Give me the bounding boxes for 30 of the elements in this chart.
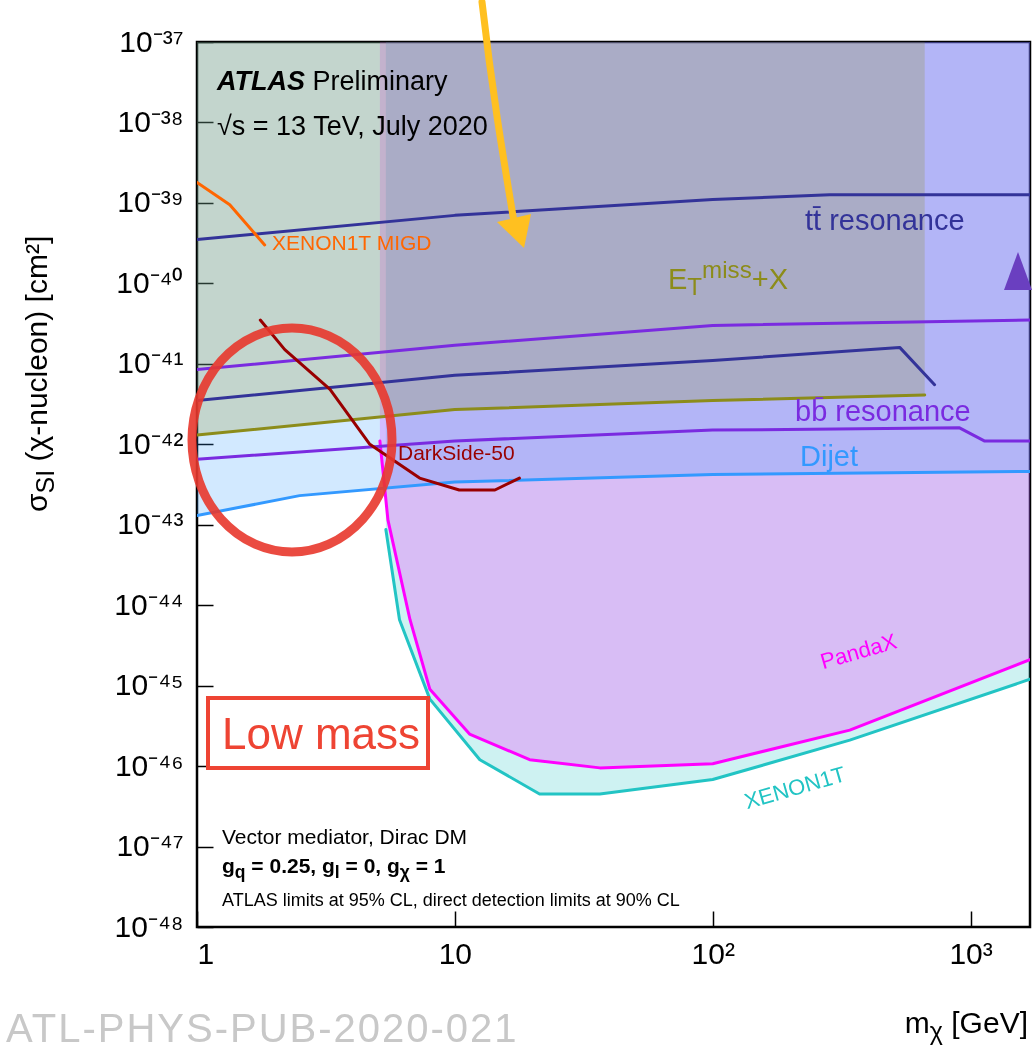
y-tick-label: 10⁻⁴¹ [117, 346, 184, 380]
series-label: XENON1T MIGD [272, 231, 432, 254]
series-label: Dijet [800, 440, 859, 472]
y-tick-label: 10⁻³⁸ [117, 104, 184, 138]
x-tick-label: 1 [197, 936, 215, 970]
text: E$_{T}$$^{miss}$+X [668, 256, 789, 301]
series-label: tt̄ resonance [805, 204, 965, 236]
y-tick-label: 10⁻⁴² [117, 426, 184, 460]
annotation: √s = 13 TeV, July 2020 [217, 111, 488, 141]
annotation: Low mass [222, 709, 421, 758]
y-tick-label: 10⁻³⁹ [117, 185, 184, 219]
annotation: g$_{q}$ = 0.25, g$_{l}$ = 0, g$_{χ}$ = 1 [222, 854, 446, 883]
annotation: ATLAS Preliminary [217, 66, 448, 96]
x-tick-label: 10² [691, 936, 735, 970]
y-tick-label: 10⁻⁴⁴ [114, 587, 184, 621]
y-tick-label: 10⁻⁴⁵ [114, 668, 184, 702]
x-tick-label: 10 [438, 936, 473, 970]
x-axis-title: m$_{χ}$ [GeV] [904, 1006, 1028, 1045]
y-tick-label: 10⁻⁴⁰ [116, 265, 184, 299]
y-tick-label: 10⁻⁴³ [117, 507, 184, 541]
y-tick-label: 10⁻⁴⁸ [114, 909, 184, 943]
series-label: DarkSide-50 [398, 441, 515, 464]
annotation: Vector mediator, Dirac DM [222, 825, 468, 848]
series-label: bb̄ resonance [795, 395, 971, 427]
y-tick-label: 10⁻³⁷ [119, 24, 184, 58]
annotation: ATLAS limits at 95% CL, direct detection limits at 90% CL [222, 890, 680, 910]
y-tick-label: 10⁻⁴⁶ [114, 748, 184, 782]
text: PandaX [817, 628, 900, 675]
y-tick-label: 10⁻⁴⁷ [116, 829, 184, 863]
x-tick-label: 10³ [949, 936, 993, 970]
